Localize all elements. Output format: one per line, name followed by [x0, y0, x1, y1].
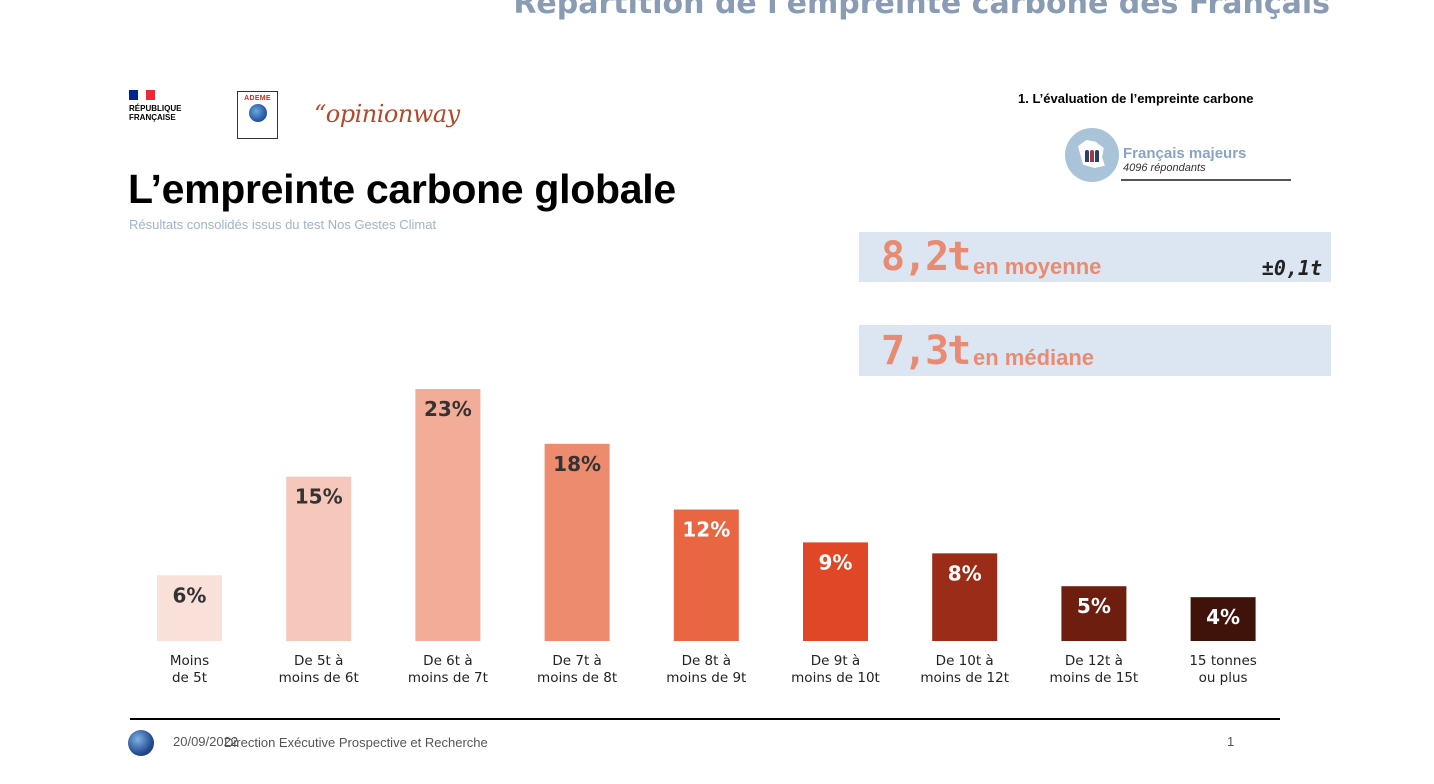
category-label: Moins: [170, 653, 209, 669]
rf-name-line1: RÉPUBLIQUE: [129, 104, 182, 113]
category-label: De 5t à: [294, 653, 343, 669]
bar-7: [932, 553, 998, 641]
median-value: 7,3t: [881, 328, 971, 374]
page-subtitle: Résultats consolidés issus du test Nos G…: [129, 217, 437, 232]
category-label: 15 tonnes: [1189, 653, 1256, 669]
ademe-name: ADEME: [244, 95, 271, 102]
category-label: moins de 10t: [791, 670, 880, 686]
bar-value-label: 15%: [295, 485, 343, 509]
respondent-title: Français majeurs: [1123, 145, 1247, 162]
respondent-count: 4096 répondants: [1123, 162, 1206, 174]
bar-9: [1190, 597, 1256, 641]
respondent-underline: [1121, 179, 1291, 181]
republique-francaise-logo: RÉPUBLIQUE FRANÇAISE: [122, 84, 188, 144]
bar-value-label: 9%: [819, 550, 853, 574]
bar-4: [544, 443, 610, 641]
mean-stat-box: 8,2t en moyenne ±0,1t: [859, 232, 1331, 282]
france-map-icon: [1065, 128, 1119, 182]
category-label: de 5t: [172, 670, 207, 686]
top-title: Répartition de l'empreinte carbone des F…: [513, 0, 1330, 21]
bar-2: [286, 476, 352, 641]
category-label: ou plus: [1199, 670, 1248, 686]
ademe-logo: ADEME: [237, 91, 278, 139]
bar-6: [803, 542, 868, 641]
mean-value: 8,2t: [881, 234, 971, 280]
bar-value-label: 5%: [1077, 594, 1111, 618]
category-label: moins de 15t: [1050, 670, 1139, 686]
category-label: moins de 9t: [666, 670, 746, 686]
bar-3: [415, 389, 481, 641]
category-label: moins de 7t: [408, 670, 488, 686]
footer-department: Direction Exécutive Prospective et Reche…: [224, 735, 488, 750]
people-icon: [1085, 150, 1099, 162]
footer-divider: [130, 718, 1280, 720]
respondent-panel: Français majeurs 4096 répondants: [1065, 128, 1291, 182]
bar-5: [673, 509, 739, 641]
globe-icon: [128, 730, 154, 756]
category-label: De 8t à: [682, 653, 731, 669]
median-stat-box: 7,3t en médiane: [859, 325, 1331, 376]
bar-value-label: 8%: [948, 561, 982, 585]
category-label: De 10t à: [936, 653, 994, 669]
mean-margin: ±0,1t: [1261, 256, 1322, 280]
page-title: L’empreinte carbone globale: [128, 166, 676, 212]
category-label: De 7t à: [552, 653, 601, 669]
bar-1: [157, 575, 222, 641]
category-label: De 9t à: [811, 653, 860, 669]
rf-name-line2: FRANÇAISE: [129, 113, 176, 122]
bar-value-label: 4%: [1206, 605, 1240, 629]
ademe-globe-icon: [248, 104, 267, 122]
category-label: moins de 8t: [537, 670, 617, 686]
median-label: en médiane: [973, 345, 1095, 370]
bar-value-label: 18%: [553, 452, 601, 476]
category-label: moins de 6t: [279, 670, 359, 686]
footer-date: 20/09/2022: [173, 734, 239, 749]
bar-value-label: 12%: [682, 518, 730, 542]
mean-label: en moyenne: [973, 254, 1102, 279]
french-flag-icon: [129, 90, 156, 100]
page-number: 1: [1227, 734, 1235, 749]
opinionway-logo: “opinionway: [314, 100, 460, 128]
bar-value-label: 6%: [173, 583, 207, 607]
category-label: De 12t à: [1065, 653, 1123, 669]
category-label: moins de 12t: [920, 670, 1009, 686]
section-label: 1. L’évaluation de l’empreinte carbone: [1018, 91, 1254, 106]
category-label: De 6t à: [423, 653, 472, 669]
bar-8: [1061, 586, 1127, 641]
bar-value-label: 23%: [424, 397, 472, 421]
